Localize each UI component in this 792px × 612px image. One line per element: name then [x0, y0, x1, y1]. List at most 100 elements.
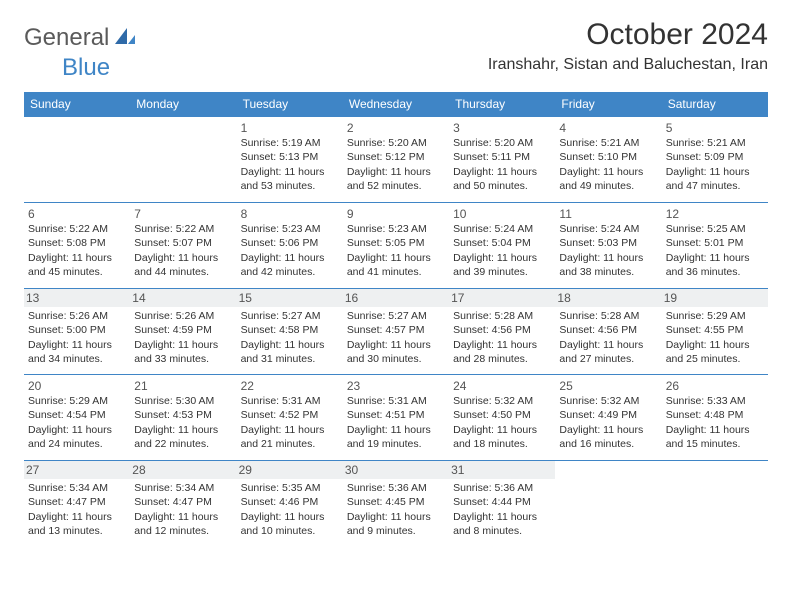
sunset-text: Sunset: 5:06 PM — [241, 236, 339, 250]
calendar-cell: 12Sunrise: 5:25 AMSunset: 5:01 PMDayligh… — [662, 203, 768, 289]
daylight-text: and 28 minutes. — [453, 352, 551, 366]
brand-general: General — [24, 24, 109, 52]
day-number: 8 — [241, 207, 248, 221]
daylight-text: and 49 minutes. — [559, 179, 657, 193]
calendar-cell: 26Sunrise: 5:33 AMSunset: 4:48 PMDayligh… — [662, 375, 768, 461]
day-number: 26 — [666, 379, 679, 393]
day-number: 13 — [24, 289, 130, 307]
sunrise-text: Sunrise: 5:27 AM — [347, 309, 445, 323]
sunset-text: Sunset: 4:58 PM — [241, 323, 339, 337]
daylight-text: Daylight: 11 hours — [559, 423, 657, 437]
day-number: 11 — [559, 207, 571, 221]
sunset-text: Sunset: 5:12 PM — [347, 150, 445, 164]
calendar-header-row: SundayMondayTuesdayWednesdayThursdayFrid… — [24, 92, 768, 117]
daylight-text: Daylight: 11 hours — [134, 251, 232, 265]
calendar-table: SundayMondayTuesdayWednesdayThursdayFrid… — [24, 92, 768, 547]
sunset-text: Sunset: 4:56 PM — [453, 323, 551, 337]
sunset-text: Sunset: 4:53 PM — [134, 408, 232, 422]
sunrise-text: Sunrise: 5:36 AM — [453, 481, 551, 495]
calendar-body: 1Sunrise: 5:19 AMSunset: 5:13 PMDaylight… — [24, 117, 768, 547]
sunset-text: Sunset: 5:01 PM — [666, 236, 764, 250]
sail-icon — [113, 26, 137, 51]
daylight-text: and 33 minutes. — [134, 352, 232, 366]
calendar-cell: 17Sunrise: 5:28 AMSunset: 4:56 PMDayligh… — [449, 289, 555, 375]
sunset-text: Sunset: 4:46 PM — [241, 495, 339, 509]
daylight-text: Daylight: 11 hours — [453, 338, 551, 352]
daylight-text: Daylight: 11 hours — [347, 423, 445, 437]
sunset-text: Sunset: 5:05 PM — [347, 236, 445, 250]
sunset-text: Sunset: 5:00 PM — [28, 323, 126, 337]
calendar-cell: 2Sunrise: 5:20 AMSunset: 5:12 PMDaylight… — [343, 117, 449, 203]
calendar-week: 20Sunrise: 5:29 AMSunset: 4:54 PMDayligh… — [24, 375, 768, 461]
daylight-text: Daylight: 11 hours — [453, 510, 551, 524]
calendar-cell: 4Sunrise: 5:21 AMSunset: 5:10 PMDaylight… — [555, 117, 661, 203]
daylight-text: Daylight: 11 hours — [666, 338, 764, 352]
calendar-cell: 25Sunrise: 5:32 AMSunset: 4:49 PMDayligh… — [555, 375, 661, 461]
day-number: 24 — [453, 379, 466, 393]
day-header: Tuesday — [237, 92, 343, 117]
day-number: 5 — [666, 121, 673, 135]
sunset-text: Sunset: 4:47 PM — [134, 495, 232, 509]
sunset-text: Sunset: 4:44 PM — [453, 495, 551, 509]
sunrise-text: Sunrise: 5:32 AM — [453, 394, 551, 408]
daylight-text: and 25 minutes. — [666, 352, 764, 366]
day-number: 18 — [555, 289, 661, 307]
daylight-text: and 38 minutes. — [559, 265, 657, 279]
daylight-text: and 21 minutes. — [241, 437, 339, 451]
calendar-cell: 10Sunrise: 5:24 AMSunset: 5:04 PMDayligh… — [449, 203, 555, 289]
calendar-cell: 16Sunrise: 5:27 AMSunset: 4:57 PMDayligh… — [343, 289, 449, 375]
sunrise-text: Sunrise: 5:31 AM — [241, 394, 339, 408]
daylight-text: and 12 minutes. — [134, 524, 232, 538]
daylight-text: and 45 minutes. — [28, 265, 126, 279]
calendar-cell: 27Sunrise: 5:34 AMSunset: 4:47 PMDayligh… — [24, 461, 130, 547]
calendar-cell: 14Sunrise: 5:26 AMSunset: 4:59 PMDayligh… — [130, 289, 236, 375]
sunset-text: Sunset: 5:08 PM — [28, 236, 126, 250]
daylight-text: and 8 minutes. — [453, 524, 551, 538]
sunrise-text: Sunrise: 5:24 AM — [559, 222, 657, 236]
daylight-text: Daylight: 11 hours — [559, 251, 657, 265]
sunrise-text: Sunrise: 5:20 AM — [347, 136, 445, 150]
day-number: 12 — [666, 207, 679, 221]
daylight-text: and 47 minutes. — [666, 179, 764, 193]
sunrise-text: Sunrise: 5:22 AM — [134, 222, 232, 236]
daylight-text: and 31 minutes. — [241, 352, 339, 366]
sunrise-text: Sunrise: 5:23 AM — [347, 222, 445, 236]
day-number: 22 — [241, 379, 254, 393]
calendar-cell: 20Sunrise: 5:29 AMSunset: 4:54 PMDayligh… — [24, 375, 130, 461]
day-number: 29 — [237, 461, 343, 479]
sunset-text: Sunset: 5:09 PM — [666, 150, 764, 164]
sunset-text: Sunset: 4:56 PM — [559, 323, 657, 337]
day-number: 15 — [237, 289, 343, 307]
brand-blue: Blue — [62, 54, 110, 81]
calendar-cell: 1Sunrise: 5:19 AMSunset: 5:13 PMDaylight… — [237, 117, 343, 203]
daylight-text: Daylight: 11 hours — [134, 510, 232, 524]
day-number: 21 — [134, 379, 147, 393]
sunrise-text: Sunrise: 5:21 AM — [559, 136, 657, 150]
sunset-text: Sunset: 4:48 PM — [666, 408, 764, 422]
daylight-text: and 18 minutes. — [453, 437, 551, 451]
sunset-text: Sunset: 5:04 PM — [453, 236, 551, 250]
daylight-text: Daylight: 11 hours — [28, 338, 126, 352]
month-title: October 2024 — [488, 18, 768, 52]
daylight-text: Daylight: 11 hours — [241, 338, 339, 352]
sunrise-text: Sunrise: 5:23 AM — [241, 222, 339, 236]
day-header: Sunday — [24, 92, 130, 117]
daylight-text: and 13 minutes. — [28, 524, 126, 538]
day-number: 6 — [28, 207, 35, 221]
calendar-week: 27Sunrise: 5:34 AMSunset: 4:47 PMDayligh… — [24, 461, 768, 547]
sunset-text: Sunset: 4:57 PM — [347, 323, 445, 337]
sunrise-text: Sunrise: 5:28 AM — [559, 309, 657, 323]
sunset-text: Sunset: 5:10 PM — [559, 150, 657, 164]
calendar-cell — [130, 117, 236, 203]
sunrise-text: Sunrise: 5:21 AM — [666, 136, 764, 150]
sunset-text: Sunset: 4:59 PM — [134, 323, 232, 337]
sunrise-text: Sunrise: 5:26 AM — [134, 309, 232, 323]
day-number: 23 — [347, 379, 360, 393]
day-number: 17 — [449, 289, 555, 307]
sunrise-text: Sunrise: 5:32 AM — [559, 394, 657, 408]
calendar-cell — [24, 117, 130, 203]
daylight-text: Daylight: 11 hours — [453, 423, 551, 437]
calendar-cell: 28Sunrise: 5:34 AMSunset: 4:47 PMDayligh… — [130, 461, 236, 547]
day-number: 27 — [24, 461, 130, 479]
calendar-cell: 30Sunrise: 5:36 AMSunset: 4:45 PMDayligh… — [343, 461, 449, 547]
